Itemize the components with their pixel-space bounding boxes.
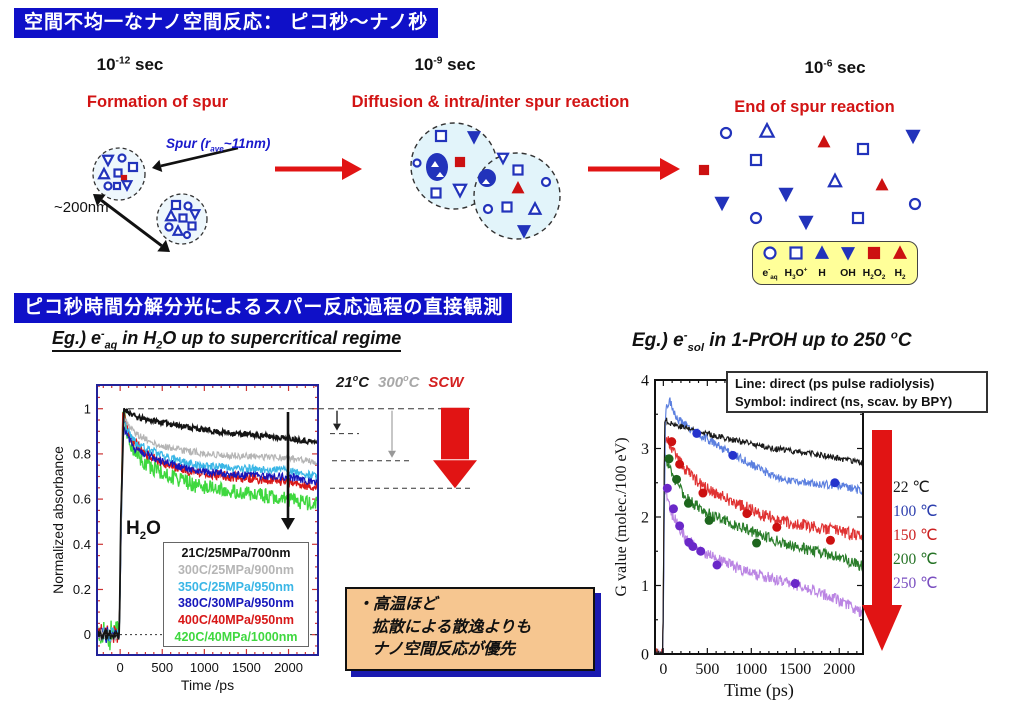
stage-label-formation: Formation of spur bbox=[86, 93, 229, 111]
stage-arrow-2 bbox=[588, 158, 680, 180]
stage-label-end: End of spur reaction bbox=[734, 98, 895, 116]
svg-text:G value (molec./100 eV): G value (molec./100 eV) bbox=[613, 437, 630, 596]
series-line bbox=[97, 426, 318, 644]
section2-title-bar: ピコ秒時間分解分光によるスパー反応過程の直接観測 bbox=[14, 293, 512, 323]
species-symbol bbox=[887, 245, 913, 263]
note-box: ・高温ほど 拡散による散逸よりも ナノ空間反応が優先 bbox=[345, 587, 595, 672]
temp-label: 250 ℃ bbox=[893, 575, 938, 592]
diffusion-diagram bbox=[410, 122, 561, 240]
series-line bbox=[97, 416, 318, 643]
chart-left-temp-labels: 21oC 300oC SCW bbox=[336, 373, 464, 392]
species-legend: e-aq H3O+ H OH H2O2 H2 bbox=[752, 241, 918, 285]
svg-text:4: 4 bbox=[641, 373, 649, 390]
note-bullet: ・ bbox=[357, 596, 374, 613]
svg-text:1: 1 bbox=[641, 578, 649, 595]
scale-label: ~200nm bbox=[54, 199, 109, 216]
note-line: ・高温ほど bbox=[357, 596, 438, 613]
svg-text:0.8: 0.8 bbox=[73, 446, 91, 461]
svg-text:0: 0 bbox=[117, 660, 124, 675]
series-line bbox=[97, 415, 318, 642]
species-label: H2 bbox=[894, 267, 906, 282]
series-line bbox=[97, 407, 318, 642]
temp-label: 300oC bbox=[378, 373, 420, 392]
chart-left-inner-label: H2O bbox=[126, 518, 161, 542]
species-label-row: e-aq H3O+ H OH H2O2 H2 bbox=[757, 265, 913, 282]
svg-text:0.4: 0.4 bbox=[73, 537, 91, 552]
svg-text:1000: 1000 bbox=[735, 661, 767, 678]
legend-entry: 380C/30MPa/950nm bbox=[177, 596, 295, 611]
species-label: e-aq bbox=[762, 266, 778, 282]
series-line bbox=[655, 417, 863, 654]
svg-text:2: 2 bbox=[641, 510, 649, 527]
svg-text:1000: 1000 bbox=[190, 660, 219, 675]
spur-formation-diagram bbox=[92, 146, 239, 252]
temp-label: SCW bbox=[428, 374, 464, 391]
legend-entry: 350C/25MPa/950nm bbox=[177, 579, 295, 594]
end-diagram bbox=[698, 121, 922, 231]
svg-text:Time (ps): Time (ps) bbox=[724, 680, 794, 701]
chart-left-legend: 21C/25MPa/700nm 300C/25MPa/900nm 350C/25MP… bbox=[163, 542, 309, 647]
section1-title-bar: 空間不均一なナノ空間反応： ピコ秒～ナノ秒 bbox=[14, 8, 438, 38]
svg-text:2000: 2000 bbox=[823, 661, 855, 678]
species-symbol bbox=[861, 245, 887, 263]
species-symbol-row bbox=[757, 245, 913, 262]
chart-left: 0 500 1000 1500 2000 0 0.2 0.4 0.6 0.8 1 Time /ps No… bbox=[50, 384, 477, 693]
species-symbol bbox=[783, 245, 809, 263]
time-label-nanosecond: 10-9 sec bbox=[414, 55, 476, 74]
svg-text:3: 3 bbox=[641, 441, 649, 458]
legend-symbol-indirect: Symbol: indirect (ns, scav. by BPY) bbox=[735, 394, 953, 409]
svg-text:1500: 1500 bbox=[779, 661, 811, 678]
temp-label: 200 ℃ bbox=[893, 551, 938, 568]
svg-text:1500: 1500 bbox=[232, 660, 261, 675]
series-symbols bbox=[662, 428, 840, 588]
chart-right-temp-labels: 22 ℃ 100 ℃ 150 ℃ 200 ℃ 250 ℃ bbox=[893, 476, 938, 596]
note-line: 拡散による散逸よりも bbox=[372, 618, 532, 636]
species-label: OH bbox=[840, 267, 856, 280]
species-label: H3O+ bbox=[784, 266, 808, 282]
time-label-picosecond: 10-12 sec bbox=[96, 55, 164, 74]
temp-label: 22 ℃ bbox=[893, 479, 930, 496]
svg-text:0: 0 bbox=[659, 661, 667, 678]
chart-right-title: Eg.) e-sol in 1-PrOH up to 250 oC bbox=[632, 329, 912, 354]
stage-label-diffusion: Diffusion & intra/inter spur reaction bbox=[351, 93, 630, 111]
chart-right: 0 500 1000 1500 2000 0 1 2 3 4 Time (ps) G value (m… bbox=[613, 373, 902, 701]
chart-right-legend: Line: direct (ps pulse radiolysis) Symbo… bbox=[726, 371, 988, 413]
svg-text:Normalized absorbance: Normalized absorbance bbox=[50, 446, 66, 594]
series-line bbox=[655, 434, 863, 654]
note-line: ナノ空間反応が優先 bbox=[372, 641, 516, 659]
series-line bbox=[655, 397, 863, 654]
svg-text:0.6: 0.6 bbox=[73, 492, 91, 507]
chart-left-title: Eg.) e-aq in H2O up to supercritical reg… bbox=[52, 328, 402, 352]
svg-text:0.2: 0.2 bbox=[73, 582, 91, 597]
legend-entry: 300C/25MPa/900nm bbox=[177, 562, 295, 577]
legend-entry: 420C/40MPa/1000nm bbox=[174, 629, 298, 644]
time-label-microsecond: 10-6 sec bbox=[804, 58, 866, 77]
temp-label: 21oC bbox=[336, 373, 370, 392]
species-label: H2O2 bbox=[862, 267, 886, 282]
svg-text:0: 0 bbox=[641, 647, 649, 664]
spur-label: Spur (rave~11nm) bbox=[166, 136, 271, 154]
svg-text:500: 500 bbox=[695, 661, 719, 678]
svg-text:2000: 2000 bbox=[274, 660, 303, 675]
legend-entry: 21C/25MPa/700nm bbox=[181, 546, 291, 560]
species-label: H bbox=[818, 267, 826, 280]
svg-text:500: 500 bbox=[151, 660, 173, 675]
legend-entry: 400C/40MPa/950nm bbox=[177, 613, 295, 628]
svg-text:Time /ps: Time /ps bbox=[181, 677, 234, 693]
temp-label: 100 ℃ bbox=[893, 503, 938, 520]
svg-text:1: 1 bbox=[84, 401, 91, 416]
species-symbol bbox=[757, 245, 783, 263]
legend-line-direct: Line: direct (ps pulse radiolysis) bbox=[735, 376, 935, 391]
svg-text:0: 0 bbox=[84, 627, 91, 642]
stage-arrow-1 bbox=[275, 158, 362, 180]
temp-label: 150 ℃ bbox=[893, 527, 938, 544]
species-symbol bbox=[809, 245, 835, 263]
species-symbol bbox=[835, 245, 861, 263]
